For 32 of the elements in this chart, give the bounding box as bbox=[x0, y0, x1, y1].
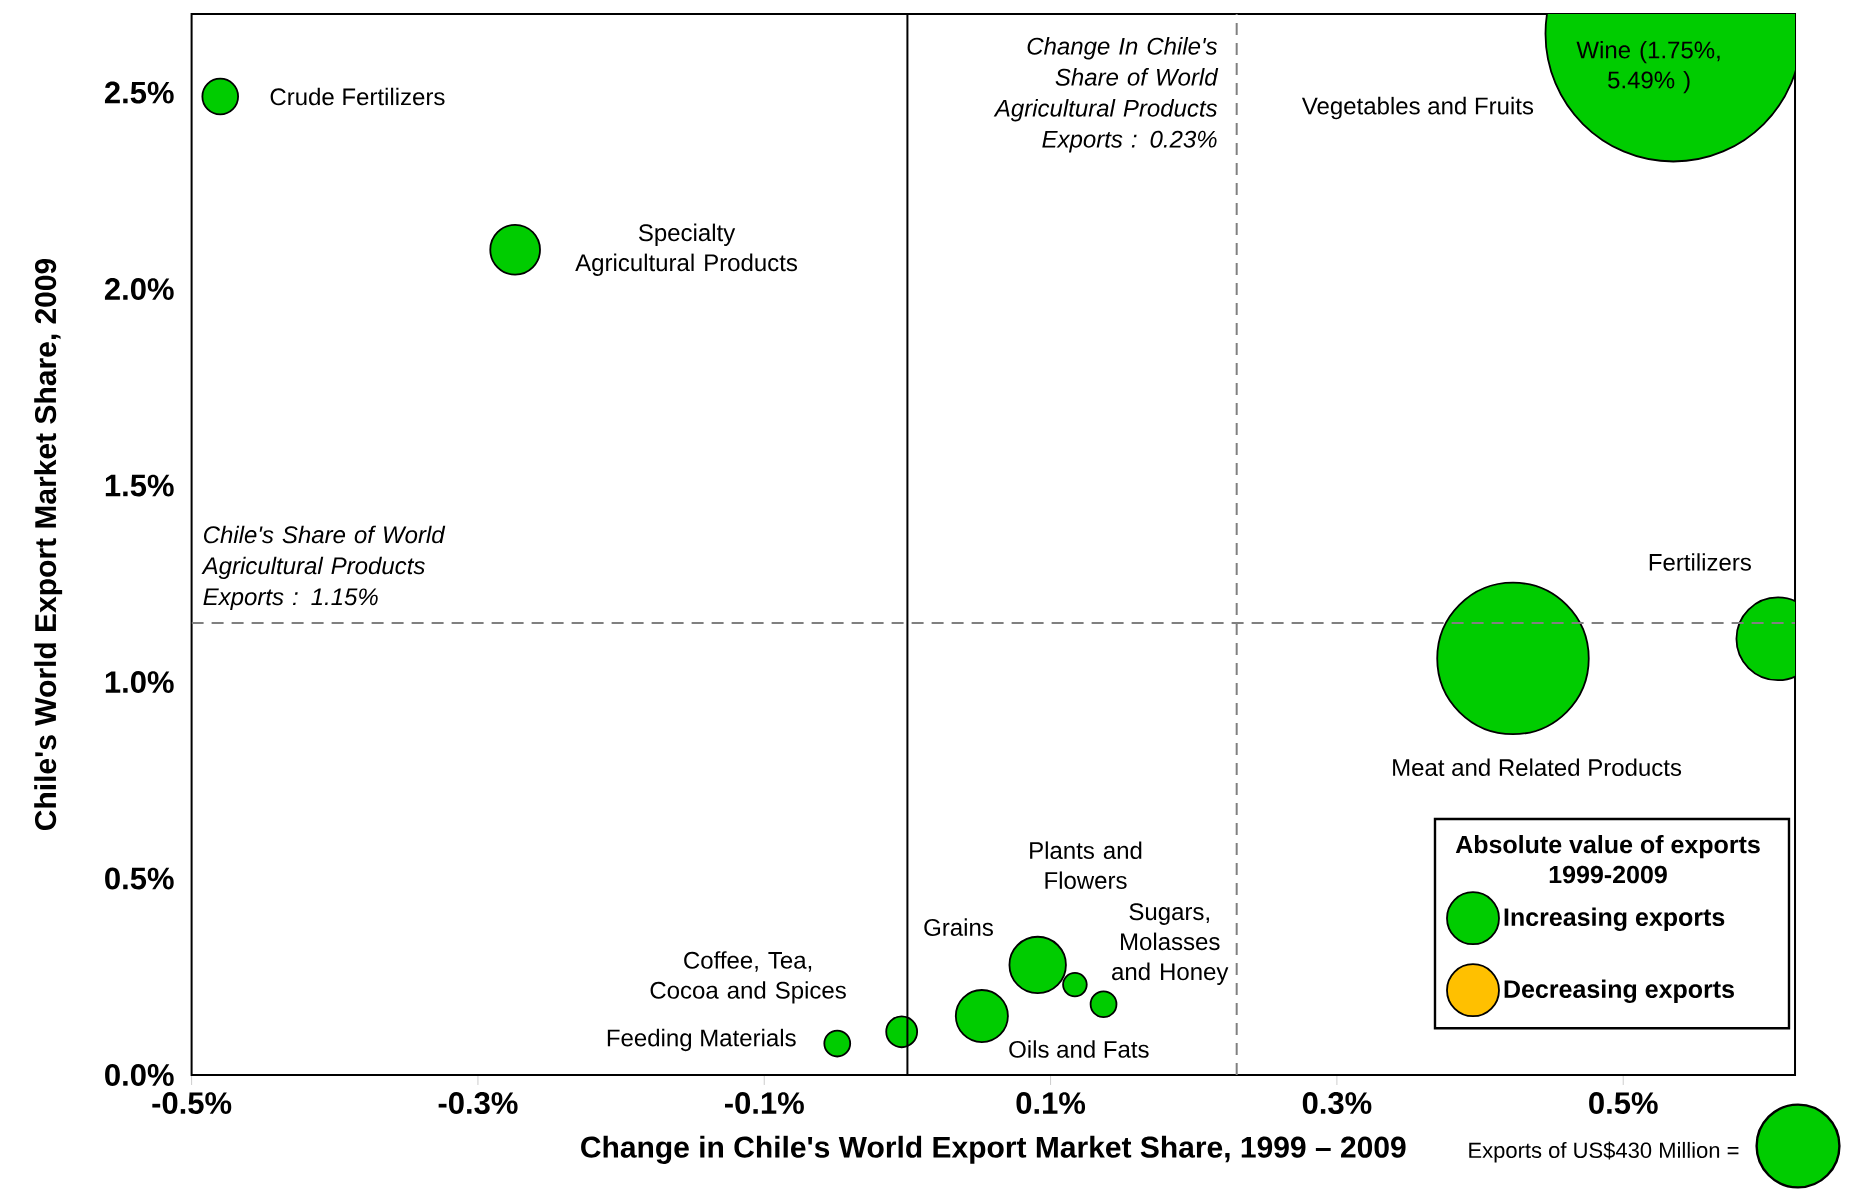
annotation: Oils and Fats bbox=[1009, 1040, 1149, 1058]
legend-label: Increasing exports bbox=[1504, 907, 1725, 932]
ref-line-label: Change In Chile's Share of World Agricultural Products Exports : 0.23% bbox=[993, 37, 1219, 153]
x-tick-label: -0.3% bbox=[438, 1092, 518, 1115]
annotation: Wine (1.75%, 5.49% ) bbox=[1576, 40, 1720, 94]
x-tick-label: 0.1% bbox=[1016, 1092, 1086, 1115]
x-tick-label: -0.1% bbox=[724, 1092, 804, 1115]
annotation: Vegetables and Fruits bbox=[1301, 96, 1534, 120]
annotation: Grains bbox=[924, 918, 993, 936]
annotation: Crude Fertilizers bbox=[270, 87, 445, 106]
annotation: Meat and Related Products bbox=[1393, 758, 1682, 777]
x-tick-label: -0.5% bbox=[152, 1092, 232, 1115]
annotation: Plants and Flowers bbox=[1030, 841, 1142, 890]
annotation: Specialty Agricultural Products bbox=[575, 223, 798, 276]
x-tick-label: 0.5% bbox=[1589, 1092, 1658, 1115]
y-tick-label: 1.0% bbox=[105, 671, 174, 694]
y-tick-label: 0.0% bbox=[105, 1064, 174, 1086]
legend-title: Absolute value of exports 1999-2009 bbox=[1455, 834, 1760, 884]
annotation: Sugars, Molasses and Honey bbox=[1112, 903, 1229, 985]
x-axis-title: Change in Chile's World Export Market Share, 1999 – 2009 bbox=[581, 1135, 1406, 1164]
annotation: Feeding Materials bbox=[607, 1028, 796, 1052]
y-tick-label: 2.5% bbox=[104, 81, 174, 104]
ref-line-label: Chile's Share of World Agricultural Products Exports : 1.15% bbox=[201, 525, 446, 611]
y-tick-label: 0.5% bbox=[105, 867, 174, 890]
y-tick-label: 1.5% bbox=[105, 474, 174, 497]
annotation: Fertilizers bbox=[1649, 553, 1751, 571]
legend-label: Exports of US$430 Million = bbox=[1469, 1141, 1739, 1163]
y-axis-title: Chile's World Export Market Share, 2009 bbox=[34, 258, 63, 830]
annotation: Coffee, Tea, Cocoa and Spices bbox=[650, 951, 846, 1004]
y-tick-label: 2.0% bbox=[104, 278, 174, 301]
legend-label: Decreasing exports bbox=[1504, 979, 1734, 1004]
x-tick-label: 0.3% bbox=[1302, 1092, 1372, 1115]
